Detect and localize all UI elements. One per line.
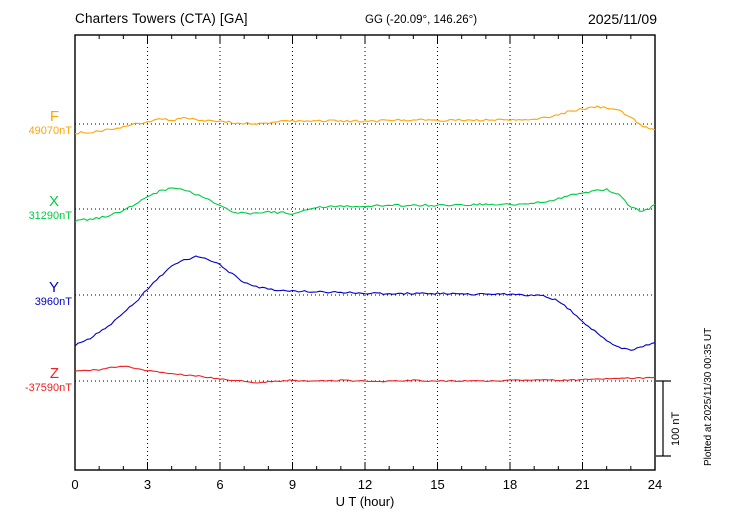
scale-bar-label: 100 nT [670,411,682,446]
series-name-Z: Z [49,365,59,382]
series-name-X: X [48,193,59,210]
x-axis-label: U T (hour) [335,494,395,509]
x-tick-label: 9 [289,477,296,492]
x-tick-label: 15 [430,477,444,492]
plot-border [74,34,656,471]
series-label-Y: Y 3960nT [0,279,72,309]
x-tick-label: 18 [503,477,517,492]
trace-X [74,187,656,223]
trace-Y [74,255,656,351]
x-tick-label: 12 [358,477,372,492]
x-tick-label: 24 [648,477,662,492]
series-label-F: F 49070nT [0,108,72,138]
series-baseline-F: 49070nT [28,125,72,137]
series-baseline-Y: 3960nT [34,296,72,308]
station-title: Charters Towers (CTA) [GA] [75,11,248,26]
x-tick-label: 6 [216,477,223,492]
series-label-X: X 31290nT [0,193,72,223]
x-tick-label: 21 [575,477,589,492]
plotted-timestamp: Plotted at 2025/11/30 00:35 UT [703,327,714,466]
geo-coords: GG (-20.09°, 146.26°) [365,14,478,26]
x-tick-label: 3 [144,477,151,492]
series-name-F: F [49,108,59,125]
series-name-Y: Y [48,279,59,296]
series-baseline-X: 31290nT [28,210,72,222]
x-tick-label: 0 [71,477,78,492]
trace-F [74,105,656,135]
series-label-Z: Z -37590nT [0,365,72,395]
obs-date: 2025/11/09 [587,11,657,27]
trace-Z [74,365,656,384]
series-baseline-Z: -37590nT [24,382,72,394]
